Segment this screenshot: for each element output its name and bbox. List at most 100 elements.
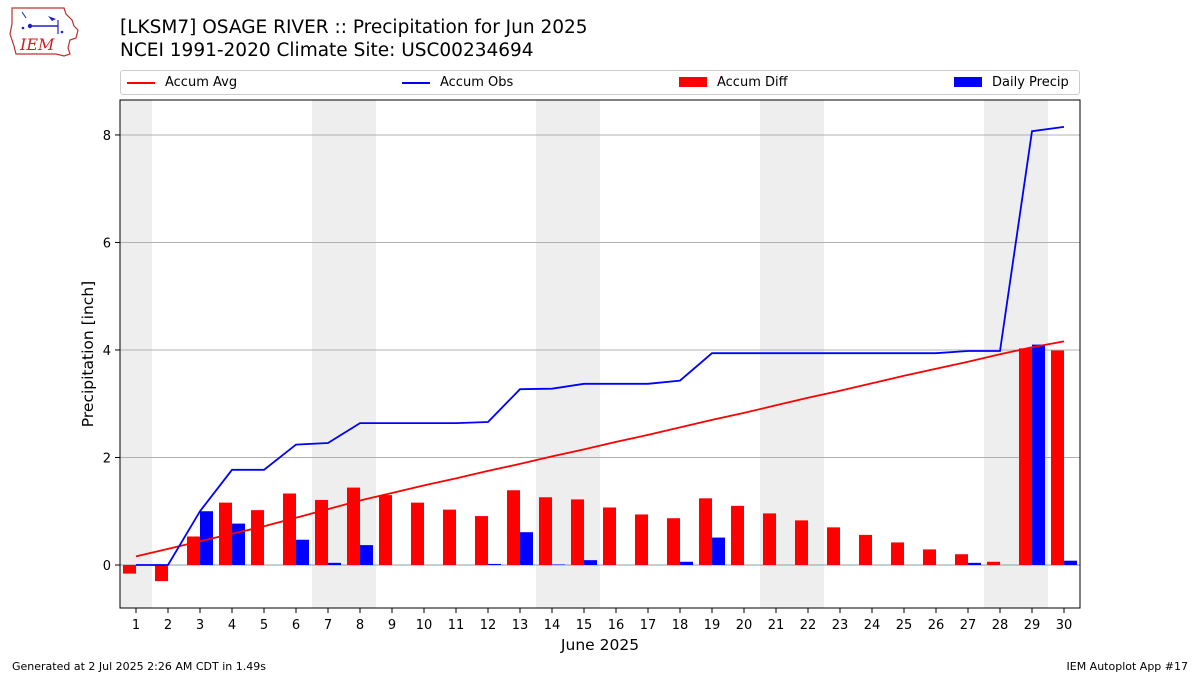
daily-precip-bar [360, 545, 373, 565]
x-tick-label: 3 [196, 618, 204, 633]
daily-precip-bar [1064, 560, 1077, 565]
accum-diff-bar [251, 510, 264, 565]
legend-swatch-accum-obs [402, 82, 430, 84]
accum-diff-bar [827, 527, 840, 565]
legend-swatch-daily-precip [954, 77, 982, 87]
x-tick-label: 25 [896, 618, 913, 633]
x-tick-label: 18 [672, 618, 689, 633]
accum-diff-bar [123, 564, 136, 574]
accum-diff-bar [475, 516, 488, 565]
x-tick-label: 13 [512, 618, 529, 633]
iem-logo: IEM [9, 7, 79, 57]
accum-diff-bar [699, 498, 712, 565]
accum-diff-bar [539, 497, 552, 565]
accum-diff-bar [635, 514, 648, 565]
x-tick-label: 5 [260, 618, 268, 633]
legend-swatch-accum-diff [679, 77, 707, 87]
accum-diff-bar [955, 554, 968, 565]
y-tick-label: 4 [103, 344, 111, 359]
accum-avg-line [135, 340, 1065, 558]
x-tick-label: 14 [544, 618, 561, 633]
accum-diff-bar [155, 564, 168, 582]
x-tick-label: 28 [992, 618, 1009, 633]
logo-text: IEM [19, 35, 55, 54]
x-tick-label: 22 [800, 618, 817, 633]
x-tick-label: 23 [832, 618, 849, 633]
x-tick-label: 24 [864, 618, 881, 633]
accum-diff-bar [411, 502, 424, 565]
accum-diff-bar [795, 520, 808, 565]
legend-label-daily-precip: Daily Precip [992, 75, 1069, 90]
accum-diff-bar [315, 499, 328, 565]
accum-diff-bar [443, 509, 456, 565]
x-tick-label: 30 [1056, 618, 1073, 633]
y-tick-label: 0 [103, 559, 111, 574]
x-tick-label: 2 [164, 618, 172, 633]
daily-precip-bar [488, 563, 501, 565]
daily-precip-bar [200, 511, 213, 565]
x-tick-label: 4 [228, 618, 236, 633]
accum-diff-bar [1019, 348, 1032, 565]
daily-precip-bar [520, 532, 533, 565]
daily-precip-bar [296, 539, 309, 565]
x-tick-label: 7 [324, 618, 332, 633]
accum-diff-bar [379, 495, 392, 565]
accum-diff-bar [571, 499, 584, 565]
accum-diff-bar [731, 505, 744, 565]
daily-precip-bar [680, 561, 693, 565]
accum-diff-bar [667, 518, 680, 565]
x-tick-label: 15 [576, 618, 593, 633]
x-tick-label: 26 [928, 618, 945, 633]
daily-precip-bar [1032, 344, 1045, 565]
x-tick-label: 16 [608, 618, 625, 633]
accum-diff-bar [347, 487, 360, 565]
x-tick-label: 17 [640, 618, 657, 633]
accum-diff-bar [763, 513, 776, 565]
accum-diff-bar [987, 561, 1000, 565]
weekend-band [120, 100, 152, 608]
daily-precip-bar [552, 564, 565, 565]
accum-diff-bar [859, 534, 872, 565]
legend-label-accum-obs: Accum Obs [440, 75, 514, 90]
accum-diff-bar [603, 507, 616, 565]
generated-footer: Generated at 2 Jul 2025 2:26 AM CDT in 1… [12, 660, 266, 673]
plot-frame [119, 99, 1081, 609]
x-tick-label: 6 [292, 618, 300, 633]
x-tick-label: 9 [388, 618, 396, 633]
y-tick-label: 2 [103, 451, 111, 466]
legend-label-accum-avg: Accum Avg [165, 75, 238, 90]
accum-obs-line [136, 126, 1065, 566]
daily-precip-bar [712, 537, 725, 565]
x-tick-label: 29 [1024, 618, 1041, 633]
x-axis-label: June 2025 [560, 636, 639, 654]
x-tick-label: 27 [960, 618, 977, 633]
x-tick-label: 19 [704, 618, 721, 633]
app-footer: IEM Autoplot App #17 [1066, 660, 1189, 673]
accum-diff-bar [507, 490, 520, 565]
y-tick-label: 6 [103, 236, 111, 251]
x-tick-label: 11 [448, 618, 465, 633]
daily-precip-bar [584, 560, 597, 565]
daily-precip-bar [968, 562, 981, 565]
legend-swatch-accum-avg [127, 82, 155, 84]
daily-precip-bar [328, 562, 341, 565]
chart-title: [LKSM7] OSAGE RIVER :: Precipitation for… [120, 17, 588, 38]
x-tick-label: 8 [356, 618, 364, 633]
x-tick-label: 21 [768, 618, 785, 633]
accum-diff-bar [219, 502, 232, 565]
legend-label-accum-diff: Accum Diff [717, 75, 788, 90]
x-tick-label: 1 [132, 618, 140, 633]
accum-diff-bar [283, 493, 296, 565]
chart-legend: Accum Avg Accum Obs Accum Diff Daily Pre… [120, 70, 1080, 95]
x-tick-label: 20 [736, 618, 753, 633]
accum-diff-bar [891, 542, 904, 565]
x-tick-label: 12 [480, 618, 497, 633]
y-axis-label: Precipitation [inch] [79, 281, 97, 427]
accum-diff-bar [187, 536, 200, 565]
y-tick-label: 8 [103, 129, 111, 144]
chart-subtitle: NCEI 1991-2020 Climate Site: USC00234694 [120, 40, 534, 61]
daily-precip-bar [232, 523, 245, 565]
accum-diff-bar [923, 549, 936, 565]
x-tick-label: 10 [416, 618, 433, 633]
